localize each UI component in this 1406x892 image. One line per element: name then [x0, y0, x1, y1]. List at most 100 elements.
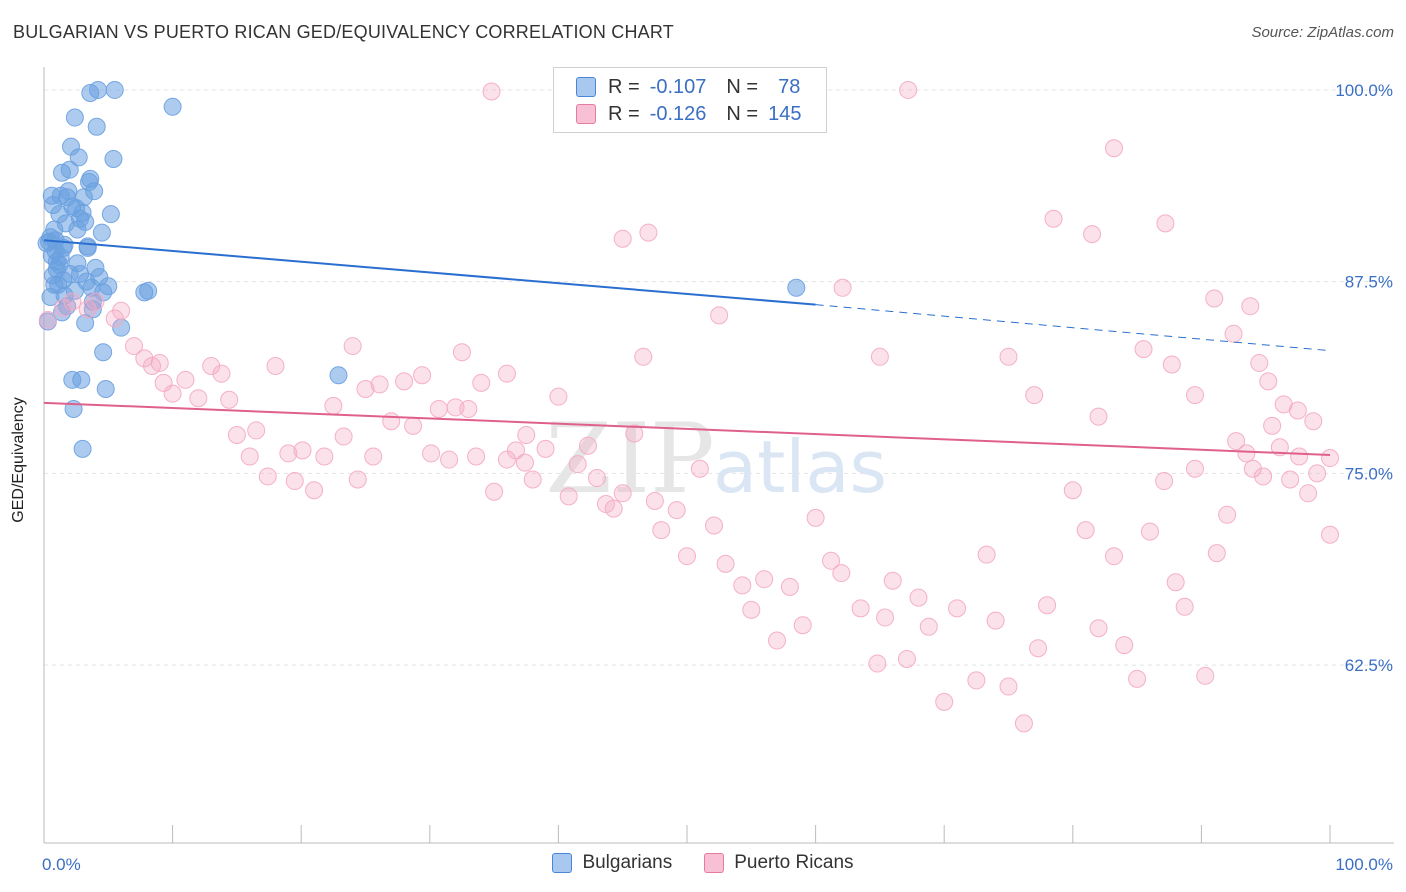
point-puerto-ricans — [163, 384, 182, 403]
point-puerto-ricans — [452, 343, 471, 362]
point-puerto-ricans — [868, 654, 887, 673]
legend-label-puerto-ricans: Puerto Ricans — [734, 852, 854, 873]
series-legend: Bulgarians Puerto Ricans — [0, 852, 1406, 874]
point-puerto-ricans — [1207, 544, 1226, 563]
point-bulgarians — [87, 117, 106, 136]
point-puerto-ricans — [948, 599, 967, 618]
point-puerto-ricans — [634, 347, 653, 366]
point-bulgarians — [92, 223, 111, 242]
legend-r-label: R = — [608, 102, 640, 125]
point-puerto-ricans — [1089, 619, 1108, 638]
point-bulgarians — [60, 160, 79, 179]
point-puerto-ricans — [1263, 416, 1282, 435]
point-puerto-ricans — [742, 600, 761, 619]
point-puerto-ricans — [822, 551, 841, 570]
point-bulgarians — [44, 195, 63, 214]
point-puerto-ricans — [523, 470, 542, 489]
legend-r-value: -0.107 — [649, 75, 707, 98]
point-puerto-ricans — [1175, 597, 1194, 616]
point-puerto-ricans — [485, 482, 504, 501]
chart-source: Source: ZipAtlas.com — [1251, 24, 1394, 41]
point-bulgarians — [329, 366, 348, 385]
point-puerto-ricans — [1321, 449, 1339, 468]
point-bulgarians — [135, 283, 154, 302]
point-puerto-ricans — [125, 337, 144, 356]
point-puerto-ricans — [1014, 714, 1033, 733]
point-puerto-ricans — [1227, 432, 1246, 451]
point-puerto-ricans — [876, 608, 895, 627]
point-puerto-ricans — [793, 616, 812, 635]
point-puerto-ricans — [1254, 467, 1273, 486]
point-puerto-ricans — [497, 450, 516, 469]
legend-label-bulgarians: Bulgarians — [582, 852, 673, 873]
point-puerto-ricans — [833, 278, 852, 297]
point-bulgarians — [94, 343, 113, 362]
point-puerto-ricans — [258, 467, 277, 486]
point-bulgarians — [65, 281, 84, 300]
point-bulgarians — [81, 169, 100, 188]
point-puerto-ricans — [189, 389, 208, 408]
point-puerto-ricans — [1029, 639, 1048, 658]
point-bulgarians — [94, 283, 113, 302]
point-puerto-ricans — [999, 347, 1018, 366]
point-puerto-ricans — [63, 292, 82, 311]
point-puerto-ricans — [1185, 386, 1204, 405]
point-bulgarians — [78, 238, 97, 257]
point-puerto-ricans — [240, 447, 259, 466]
point-bulgarians — [787, 278, 806, 297]
point-puerto-ricans — [851, 599, 870, 618]
point-puerto-ricans — [285, 472, 304, 491]
point-puerto-ricans — [370, 375, 389, 394]
point-bulgarians — [101, 205, 120, 224]
legend-n-label: N = — [726, 102, 759, 125]
point-puerto-ricans — [780, 577, 799, 596]
point-puerto-ricans — [422, 444, 441, 463]
point-puerto-ricans — [806, 508, 825, 527]
point-bulgarians — [68, 254, 87, 273]
point-puerto-ricans — [1205, 289, 1224, 308]
legend-r-label: R = — [608, 75, 640, 98]
point-puerto-ricans — [517, 426, 536, 445]
x-tick-label-min: 0.0% — [42, 855, 81, 874]
point-puerto-ricans — [1156, 214, 1175, 233]
point-puerto-ricans — [705, 516, 724, 535]
point-puerto-ricans — [1196, 666, 1215, 685]
point-bulgarians — [89, 80, 108, 99]
point-puerto-ricans — [755, 570, 774, 589]
point-puerto-ricans — [1185, 459, 1204, 478]
trend-line-bulgarians — [43, 239, 816, 306]
point-puerto-ricans — [909, 588, 928, 607]
point-puerto-ricans — [899, 80, 918, 99]
point-puerto-ricans — [1243, 459, 1262, 478]
point-puerto-ricans — [78, 300, 97, 319]
point-puerto-ricans — [986, 611, 1005, 630]
point-puerto-ricans — [678, 547, 696, 566]
point-puerto-ricans — [482, 82, 501, 101]
point-puerto-ricans — [1304, 412, 1323, 431]
legend-item-puerto-ricans: Puerto Ricans — [704, 852, 854, 874]
point-puerto-ricans — [413, 366, 432, 385]
point-puerto-ricans — [1083, 225, 1102, 244]
point-bulgarians — [90, 268, 109, 287]
point-puerto-ricans — [429, 399, 448, 418]
point-puerto-ricans — [578, 436, 597, 455]
point-puerto-ricans — [1044, 209, 1063, 228]
point-puerto-ricans — [395, 372, 414, 391]
point-puerto-ricans — [202, 357, 221, 376]
point-puerto-ricans — [568, 455, 587, 474]
point-puerto-ricans — [404, 416, 423, 435]
point-puerto-ricans — [897, 649, 916, 668]
point-bulgarians — [76, 314, 95, 333]
point-puerto-ricans — [870, 347, 889, 366]
point-bulgarians — [51, 248, 70, 267]
point-bulgarians — [69, 148, 88, 167]
point-puerto-ricans — [1241, 297, 1260, 316]
point-puerto-ricans — [1308, 464, 1327, 483]
point-puerto-ricans — [227, 426, 246, 445]
point-puerto-ricans — [348, 470, 367, 489]
point-puerto-ricans — [625, 424, 644, 443]
point-puerto-ricans — [382, 412, 401, 431]
point-puerto-ricans — [1089, 407, 1108, 426]
chart-title: BULGARIAN VS PUERTO RICAN GED/EQUIVALENC… — [13, 22, 674, 42]
